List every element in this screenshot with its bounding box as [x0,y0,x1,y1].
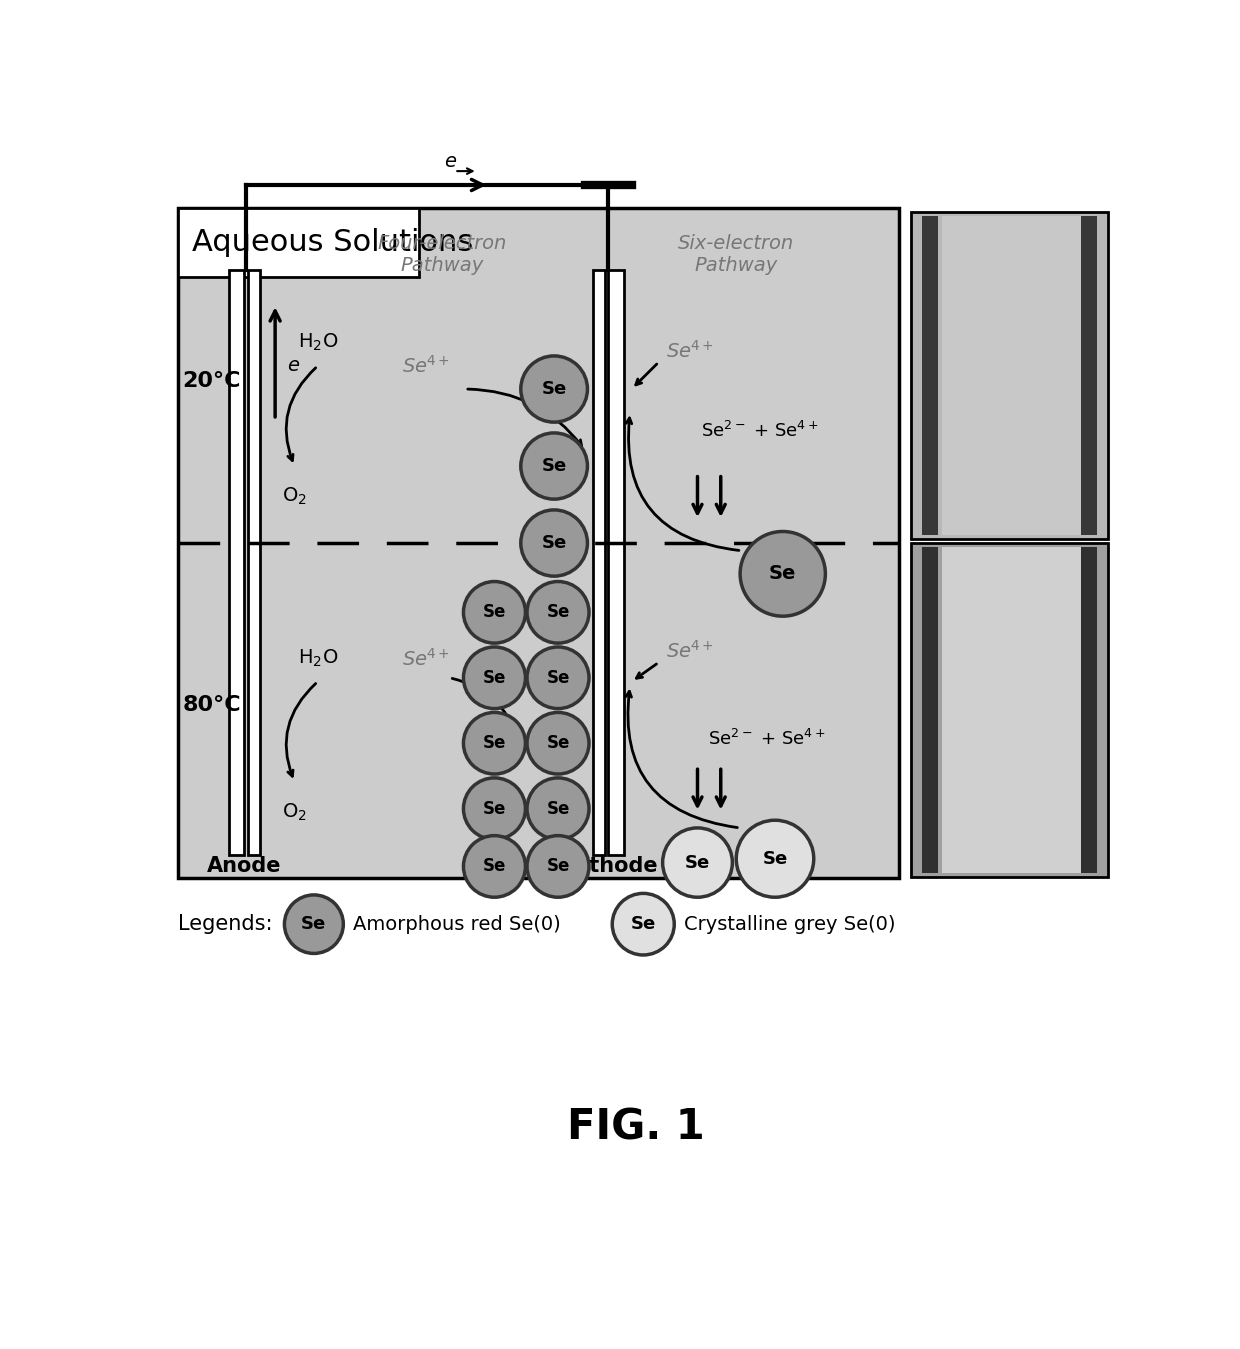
Circle shape [284,894,343,954]
Text: Se: Se [547,858,569,876]
Text: Se$^{2-}$ + Se$^{4+}$: Se$^{2-}$ + Se$^{4+}$ [701,421,818,441]
Circle shape [464,648,526,708]
Circle shape [464,712,526,774]
Circle shape [527,648,589,708]
Bar [923,216,937,536]
Text: Se: Se [482,858,506,876]
Text: Se: Se [547,800,569,817]
Text: O$_2$: O$_2$ [283,801,306,823]
Text: Amorphous red Se(0): Amorphous red Se(0) [352,915,560,934]
Text: 20°C: 20°C [182,371,241,391]
Bar [910,544,1109,877]
Text: Se: Se [547,669,569,687]
Bar [248,270,259,855]
Circle shape [527,835,589,897]
Circle shape [464,778,526,839]
Text: Six-electron
Pathway: Six-electron Pathway [678,233,795,275]
Bar [179,208,419,277]
Text: Se: Se [542,457,567,475]
Text: H$_2$O: H$_2$O [298,648,339,669]
Text: Se: Se [482,800,506,817]
Circle shape [464,581,526,643]
Text: Se: Se [547,603,569,622]
Text: Se: Se [301,915,326,934]
Text: Se: Se [631,915,656,934]
Text: Anode: Anode [207,857,281,877]
Text: Se: Se [482,669,506,687]
Text: Cathode: Cathode [559,857,657,877]
Bar [1081,546,1096,873]
Circle shape [737,820,813,897]
Text: Se: Se [547,734,569,753]
Text: Four-electron
Pathway: Four-electron Pathway [377,233,506,275]
Text: Se: Se [763,850,787,867]
Text: Se: Se [684,854,711,871]
Text: FIG. 1: FIG. 1 [567,1106,704,1148]
Text: Se$^{4+}$: Se$^{4+}$ [666,639,714,662]
Bar [179,208,899,878]
Text: Se: Se [542,534,567,552]
Circle shape [527,581,589,643]
Bar [941,216,1085,536]
Text: e: e [444,152,456,171]
Text: Se: Se [482,603,506,622]
Circle shape [521,433,588,499]
Circle shape [527,778,589,839]
Text: H$_2$O: H$_2$O [298,332,339,353]
Text: Se$^{4+}$: Se$^{4+}$ [402,355,450,376]
Circle shape [740,532,826,616]
Circle shape [521,356,588,422]
Bar [941,546,1085,873]
Text: Se$^{4+}$: Se$^{4+}$ [666,340,714,362]
Text: Se: Se [482,734,506,753]
Text: Se$^{4+}$: Se$^{4+}$ [402,648,450,669]
Text: O$_2$: O$_2$ [283,486,306,507]
Text: Se: Se [769,564,796,583]
Bar [910,212,1109,540]
Circle shape [662,828,733,897]
Bar [228,270,244,855]
Bar [923,546,937,873]
Text: Se$^{2-}$ + Se$^{4+}$: Se$^{2-}$ + Se$^{4+}$ [708,730,826,750]
Text: e: e [286,356,299,375]
Text: Legends:: Legends: [179,915,273,934]
Text: 80°C: 80°C [182,695,241,715]
Text: Aqueous Solutions: Aqueous Solutions [192,228,474,256]
Bar [609,270,624,855]
Circle shape [527,712,589,774]
Text: Se: Se [542,380,567,398]
Circle shape [521,510,588,576]
Circle shape [464,835,526,897]
Text: Crystalline grey Se(0): Crystalline grey Se(0) [683,915,895,934]
Bar [1081,216,1096,536]
Circle shape [613,893,675,955]
Bar [593,270,605,855]
